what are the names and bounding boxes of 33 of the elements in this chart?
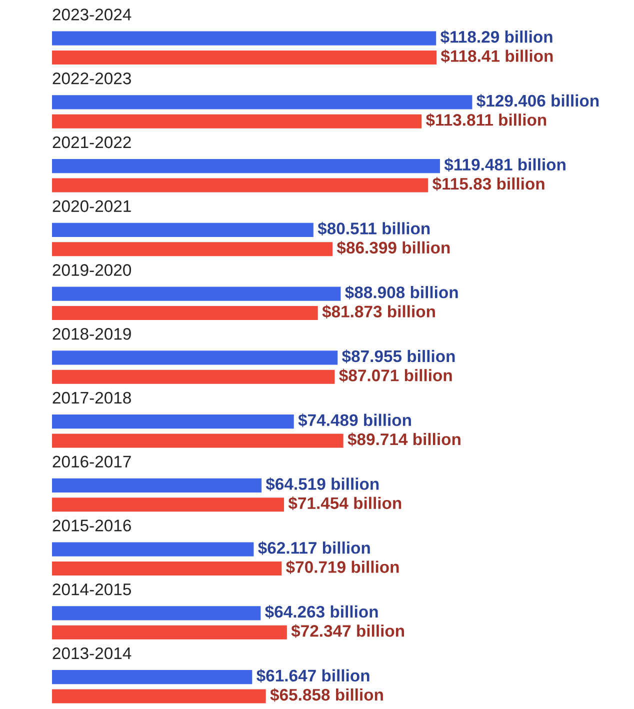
y-tick-label: 2013-2014 <box>52 647 132 660</box>
data-label: $118.41 billion <box>440 49 553 64</box>
y-tick-label: 2022-2023 <box>52 72 131 84</box>
data-label: $129.406 billion <box>476 94 599 108</box>
y-tick-label: 2017-2018 <box>52 392 131 404</box>
y-tick-label: 2018-2019 <box>52 328 131 340</box>
y-tick-label: 2021-2022 <box>52 136 131 148</box>
data-label: $61.647 billion <box>256 669 370 683</box>
data-label: $113.811 billion <box>426 113 546 127</box>
data-label: $65.858 billion <box>270 688 383 702</box>
data-label: $70.719 billion <box>286 560 399 574</box>
data-label: $86.399 billion <box>336 241 450 255</box>
data-label: $118.29 billion <box>440 30 552 44</box>
data-label: $80.511 billion <box>318 222 430 236</box>
data-label: $64.519 billion <box>266 477 379 491</box>
y-tick-label: 2015-2016 <box>52 520 131 532</box>
data-label: $71.454 billion <box>288 496 402 510</box>
data-label: $89.714 billion <box>348 432 460 446</box>
data-label: $72.347 billion <box>291 624 404 638</box>
y-tick-label: 2014-2015 <box>52 584 131 596</box>
data-label: $87.071 billion <box>339 368 452 382</box>
data-label: $87.955 billion <box>342 350 455 364</box>
y-tick-label: 2023-2024 <box>52 8 132 20</box>
data-label: $81.873 billion <box>322 304 435 319</box>
data-label: $88.908 billion <box>345 286 458 300</box>
y-tick-label: 2019-2020 <box>52 264 132 276</box>
data-label: $62.117 billion <box>258 541 370 555</box>
data-label: $64.263 billion <box>265 605 378 619</box>
y-tick-label: 2020-2021 <box>52 200 131 212</box>
data-label: $119.481 billion <box>444 158 566 172</box>
y-tick-label: 2016-2017 <box>52 456 131 468</box>
data-label: $74.489 billion <box>298 414 411 428</box>
data-label: $115.83 billion <box>432 177 544 191</box>
